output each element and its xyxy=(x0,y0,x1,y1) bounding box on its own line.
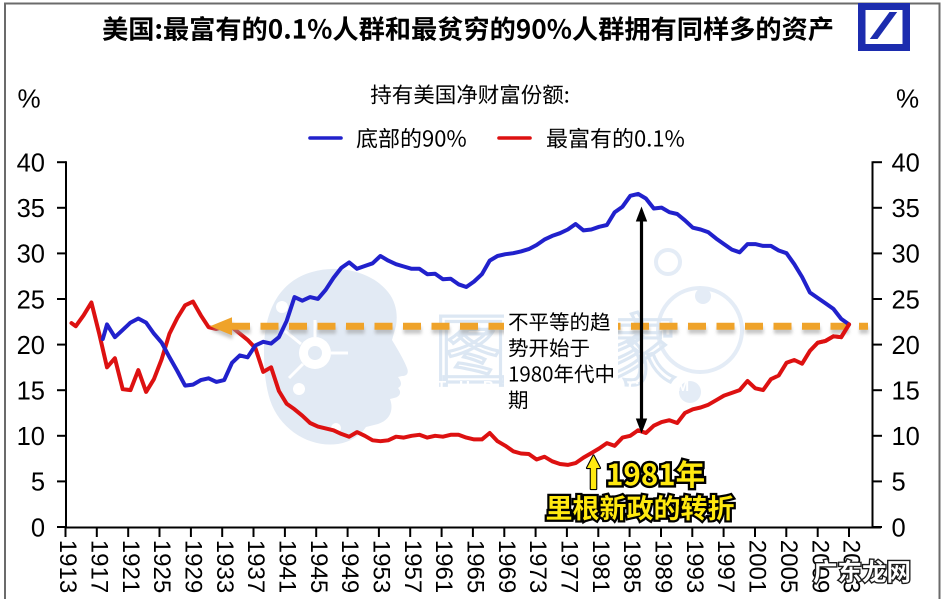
svg-text:1941: 1941 xyxy=(274,540,301,593)
svg-text:1997: 1997 xyxy=(712,540,739,593)
svg-text:%: % xyxy=(18,84,41,114)
svg-text:1913: 1913 xyxy=(54,540,81,593)
svg-text:1973: 1973 xyxy=(524,540,551,593)
svg-text:35: 35 xyxy=(892,195,920,223)
svg-text:30: 30 xyxy=(892,241,920,269)
svg-text:%: % xyxy=(896,84,919,114)
svg-text:5: 5 xyxy=(31,469,45,497)
svg-text:2001: 2001 xyxy=(744,540,771,593)
svg-text:40: 40 xyxy=(17,150,45,178)
svg-text:1965: 1965 xyxy=(462,540,489,593)
svg-text:10: 10 xyxy=(17,423,45,451)
svg-text:30: 30 xyxy=(17,241,45,269)
svg-text:10: 10 xyxy=(892,423,920,451)
svg-text:25: 25 xyxy=(17,286,45,314)
svg-text:1933: 1933 xyxy=(211,540,238,593)
svg-text:1953: 1953 xyxy=(368,540,395,593)
svg-text:1993: 1993 xyxy=(681,540,708,593)
svg-text:0: 0 xyxy=(892,514,906,542)
svg-text:35: 35 xyxy=(17,195,45,223)
svg-text:1957: 1957 xyxy=(399,540,426,593)
svg-text:20: 20 xyxy=(17,332,45,360)
svg-text:1981: 1981 xyxy=(587,540,614,593)
svg-text:1925: 1925 xyxy=(148,540,175,593)
svg-text:1969: 1969 xyxy=(493,540,520,593)
svg-text:20: 20 xyxy=(892,332,920,360)
svg-text:0: 0 xyxy=(31,514,45,542)
svg-text:1949: 1949 xyxy=(336,540,363,593)
svg-text:1945: 1945 xyxy=(305,540,332,593)
svg-text:40: 40 xyxy=(892,150,920,178)
svg-text:2005: 2005 xyxy=(775,540,802,593)
svg-text:1985: 1985 xyxy=(618,540,645,593)
svg-text:1929: 1929 xyxy=(180,540,207,593)
svg-text:5: 5 xyxy=(892,469,906,497)
svg-text:15: 15 xyxy=(892,378,920,406)
svg-text:25: 25 xyxy=(892,286,920,314)
svg-text:1921: 1921 xyxy=(117,540,144,593)
svg-text:1937: 1937 xyxy=(242,540,269,593)
svg-text:1977: 1977 xyxy=(556,540,583,593)
svg-text:1961: 1961 xyxy=(430,540,457,593)
svg-text:1917: 1917 xyxy=(85,540,112,593)
svg-text:15: 15 xyxy=(17,378,45,406)
svg-text:1989: 1989 xyxy=(650,540,677,593)
